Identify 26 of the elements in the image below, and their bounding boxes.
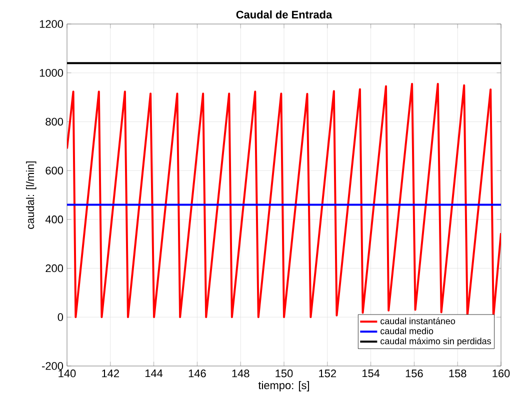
legend-label: caudal medio bbox=[380, 328, 434, 334]
y-tick-label: 1200 bbox=[40, 20, 64, 28]
y-tick-label: -200 bbox=[42, 362, 64, 370]
x-tick-label: 146 bbox=[188, 370, 206, 378]
x-tick-label: 158 bbox=[449, 370, 466, 378]
legend-label: caudal instantáneo bbox=[380, 318, 456, 324]
x-tick-label: 160 bbox=[492, 370, 510, 378]
x-tick-label: 142 bbox=[102, 370, 119, 378]
y-tick-label: 800 bbox=[46, 118, 64, 126]
y-tick-label: 400 bbox=[45, 216, 64, 224]
x-tick-label: 148 bbox=[232, 370, 250, 378]
y-tick-label: 200 bbox=[46, 264, 64, 272]
line-series bbox=[67, 82, 502, 318]
x-tick-label: 144 bbox=[145, 370, 163, 378]
legend-label: caudal máximo sin perdidas bbox=[380, 338, 491, 346]
y-tick-label: 1000 bbox=[40, 68, 64, 77]
chart-title: Caudal de Entrada bbox=[236, 10, 332, 18]
y-tick-label: 0 bbox=[58, 313, 64, 322]
x-tick-label: 140 bbox=[58, 370, 76, 378]
x-tick-label: 154 bbox=[362, 370, 380, 378]
x-tick-label: 152 bbox=[319, 370, 336, 378]
x-tick-label: 156 bbox=[406, 370, 423, 378]
y-tick-label: 600 bbox=[46, 166, 64, 174]
x-axis-title: tiempo: [s] bbox=[258, 381, 309, 392]
y-axis-title: caudal: [l/min] bbox=[26, 161, 36, 229]
x-tick-label: 150 bbox=[276, 370, 293, 378]
